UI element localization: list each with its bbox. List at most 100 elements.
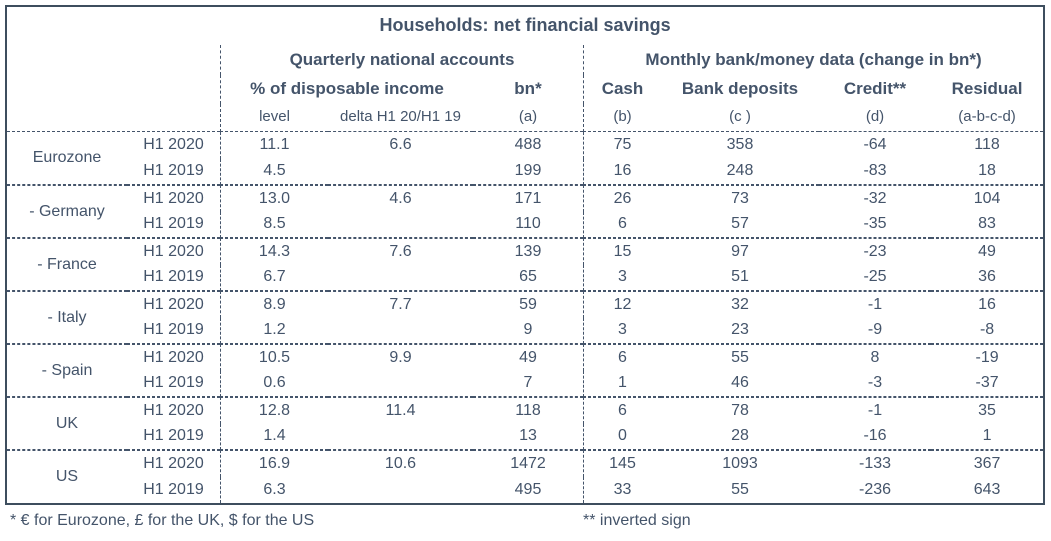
cell-deposits: 51 — [661, 265, 819, 291]
period-label: H1 2019 — [127, 318, 220, 344]
cell-cash: 6 — [583, 211, 661, 238]
period-label: H1 2020 — [127, 185, 220, 212]
cell-bn: 59 — [473, 291, 583, 318]
period-label: H1 2019 — [127, 212, 220, 238]
table-row: - France H1 2020 14.3 7.6 139 15 97 -23 … — [7, 238, 1044, 291]
cell-bn: 199 — [473, 159, 583, 185]
group-eurozone: Eurozone H1 2020 11.1 6.6 488 75 358 -64… — [7, 132, 1044, 185]
group-uk: UK H1 2020 12.8 11.4 118 6 78 -1 35 H1 2… — [7, 397, 1044, 450]
cell-cash: 75 — [583, 132, 661, 159]
cell-residual: 16 — [931, 291, 1044, 318]
cell-deposits: 32 — [661, 291, 819, 318]
table-row: Eurozone H1 2020 11.1 6.6 488 75 358 -64… — [7, 132, 1043, 185]
period-label: H1 2020 — [127, 238, 220, 265]
cell-bn: 1472 — [473, 450, 583, 477]
footnote-inverted-sign: ** inverted sign — [583, 512, 691, 529]
header-credit: Credit** — [843, 79, 907, 99]
cell-bn: 13 — [473, 424, 583, 450]
group-header-row: Quarterly national accounts Monthly bank… — [7, 45, 1043, 75]
cell-bn: 171 — [473, 185, 583, 212]
header-bn: bn* — [514, 79, 542, 99]
cell-bn: 495 — [514, 480, 542, 498]
subheader-a: (a) — [473, 104, 583, 132]
period-label: H1 2020 — [127, 397, 220, 424]
cell-level: 1.4 — [220, 423, 328, 450]
cell-residual: -37 — [931, 371, 1044, 397]
cell-bn: 65 — [473, 265, 583, 291]
table-row: - Italy H1 2020 8.9 7.7 59 12 32 -1 16 — [7, 291, 1044, 344]
cell-cash: 16 — [583, 158, 661, 185]
cell-cash: 15 — [583, 238, 661, 265]
cell-deposits: 57 — [661, 212, 819, 238]
cell-cash: 33 — [583, 476, 661, 503]
cell-delta — [328, 159, 473, 185]
cell-credit: -9 — [819, 318, 931, 344]
cell-bn: 488 — [514, 136, 542, 154]
cell-level: 8.5 — [220, 211, 328, 238]
savings-table: Households: net financial savings Quarte… — [7, 7, 1044, 503]
cell-level: 8.9 — [220, 291, 328, 318]
cell-deposits: 28 — [661, 424, 819, 450]
cell-residual: 18 — [931, 159, 1044, 185]
cell-credit: -23 — [819, 238, 931, 265]
group-italy: - Italy H1 2020 8.9 7.7 59 12 32 -1 16 H… — [7, 291, 1044, 344]
table-row: H1 2019 0.6 7 1 46 -3 -37 — [7, 370, 1044, 397]
cell-residual: 49 — [931, 238, 1044, 265]
region-label: US — [7, 450, 127, 503]
header-cash: Cash — [583, 75, 661, 104]
cell-deposits: 73 — [661, 185, 819, 212]
subheader-b: (b) — [583, 104, 661, 132]
cell-credit: -3 — [819, 371, 931, 397]
cell-cash: 3 — [583, 264, 661, 291]
cell-delta: 7.6 — [328, 238, 473, 265]
cell-delta — [328, 212, 473, 238]
header-pct-disposable: % of disposable income — [220, 75, 473, 104]
cell-delta — [328, 318, 473, 344]
cell-bn: 110 — [473, 212, 583, 238]
cell-residual: 367 — [931, 450, 1044, 477]
group-france: - France H1 2020 14.3 7.6 139 15 97 -23 … — [7, 238, 1044, 291]
title-row: Households: net financial savings — [7, 7, 1043, 45]
cell-bn: 9 — [473, 318, 583, 344]
cell-delta: 10.6 — [328, 450, 473, 477]
group-us: US H1 2020 16.9 10.6 1472 145 1093 -133 … — [7, 450, 1044, 503]
cell-cash: 6 — [583, 344, 661, 371]
cell-delta — [328, 265, 473, 291]
cell-level: 10.5 — [220, 344, 328, 371]
cell-level: 0.6 — [220, 370, 328, 397]
header-bank-deposits: Bank deposits — [681, 79, 799, 99]
cell-credit: -1 — [819, 397, 931, 424]
footnotes: * € for Eurozone, £ for the UK, $ for th… — [0, 510, 1051, 536]
cell-delta: 7.7 — [328, 291, 473, 318]
cell-cash: 6 — [583, 397, 661, 424]
cell-credit: -64 — [863, 136, 887, 154]
period-label: H1 2020 — [143, 136, 204, 154]
cell-level: 11.1 — [220, 132, 328, 159]
column-header-row: % of disposable income bn* Cash Bank dep… — [7, 75, 1043, 104]
group-germany: - Germany H1 2020 13.0 4.6 171 26 73 -32… — [7, 185, 1044, 238]
cell-cash: 1 — [583, 370, 661, 397]
cell-residual: 35 — [931, 397, 1044, 424]
cell-deposits: 46 — [661, 371, 819, 397]
cell-cash: 26 — [583, 185, 661, 212]
cell-credit: -133 — [819, 450, 931, 477]
cell-cash: 3 — [583, 317, 661, 344]
region-label: - Germany — [7, 185, 127, 238]
cell-cash: 145 — [583, 450, 661, 477]
table-row: - Germany H1 2020 13.0 4.6 171 26 73 -32… — [7, 185, 1044, 238]
cell-delta — [328, 371, 473, 397]
cell-residual: 643 — [973, 480, 1001, 498]
period-label: H1 2019 — [127, 265, 220, 291]
period-label: H1 2020 — [127, 344, 220, 371]
empty-header-cell — [7, 104, 220, 132]
table-row: H1 2019 8.5 110 6 57 -35 83 — [7, 211, 1044, 238]
group-spain: - Spain H1 2020 10.5 9.9 49 6 55 8 -19 H… — [7, 344, 1044, 397]
cell-residual: 118 — [974, 136, 1000, 154]
cell-residual: -8 — [931, 318, 1044, 344]
cell-residual: 104 — [931, 185, 1044, 212]
region-label: - Italy — [7, 291, 127, 344]
table-row: UK H1 2020 12.8 11.4 118 6 78 -1 35 — [7, 397, 1044, 450]
cell-credit: -25 — [819, 265, 931, 291]
table-header: Households: net financial savings Quarte… — [7, 7, 1044, 132]
cell-deposits: 55 — [731, 480, 749, 498]
